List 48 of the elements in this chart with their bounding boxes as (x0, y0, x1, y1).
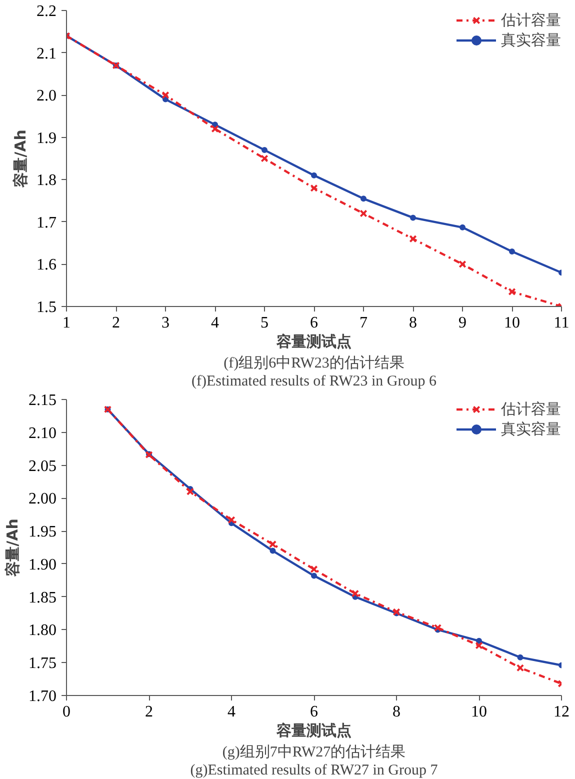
x-tick-label: 4 (211, 314, 219, 332)
y-tick-label: 2.2 (36, 3, 56, 20)
y-tick-label: 1.6 (36, 256, 56, 274)
x-axis-title: 容量测试点 (276, 722, 352, 740)
y-tick-label: 1.70 (28, 688, 56, 705)
x-tick-label: 7 (360, 314, 368, 332)
x-tick-label: 8 (409, 314, 417, 332)
y-tick-label: 1.8 (36, 172, 56, 190)
y-tick-label: 2.1 (36, 45, 56, 62)
y-tick-label: 2.10 (28, 424, 56, 442)
x-tick-label: 5 (260, 314, 268, 332)
y-tick-label: 2.0 (36, 88, 56, 105)
y-tick-label: 1.75 (28, 655, 56, 672)
legend-label: 真实容量 (501, 30, 561, 50)
x-tick-label: 2 (112, 314, 120, 332)
y-tick-label: 1.9 (36, 130, 56, 147)
y-axis-title: 容量/Ah (12, 130, 30, 188)
legend-label: 真实容量 (501, 420, 561, 438)
legend-label: 估计容量 (501, 400, 561, 418)
text: (g)组别7中RW27的估计结果 (222, 744, 406, 760)
y-tick-label: 2.15 (28, 392, 56, 409)
y-tick-label: 1.90 (28, 556, 56, 574)
y-tick-label: 1.5 (36, 299, 56, 316)
y-tick-label: 1.7 (36, 214, 56, 232)
x-tick-label: 9 (458, 314, 466, 332)
x-tick-label: 10 (471, 704, 487, 720)
x-tick-label: 0 (62, 704, 70, 720)
legend-label: 估计容量 (501, 10, 561, 30)
y-axis-title: 容量/Ah (4, 518, 22, 578)
x-tick-label: 3 (162, 314, 170, 332)
x-tick-label: 1 (62, 314, 70, 332)
x-tick-label: 8 (392, 704, 400, 720)
text: (g)Estimated results of RW27 in Group 7 (190, 762, 438, 778)
x-tick-label: 2 (145, 704, 153, 720)
x-tick-label: 6 (310, 704, 318, 720)
x-tick-label: 11 (554, 314, 570, 332)
x-tick-label: 4 (228, 704, 236, 720)
x-tick-label: 10 (504, 314, 520, 332)
y-tick-label: 1.95 (28, 524, 56, 541)
x-axis-title: 容量测试点 (276, 332, 352, 350)
text: (f)Estimated results of RW23 in Group 6 (192, 374, 437, 390)
y-tick-label: 1.85 (28, 589, 56, 606)
text: (f)组别6中RW23的估计结果 (224, 354, 404, 372)
y-tick-label: 2.05 (28, 458, 56, 475)
y-tick-label: 1.80 (28, 622, 56, 640)
y-tick-label: 2.00 (28, 490, 56, 508)
x-tick-label: 12 (554, 704, 570, 720)
x-tick-label: 6 (310, 314, 318, 332)
